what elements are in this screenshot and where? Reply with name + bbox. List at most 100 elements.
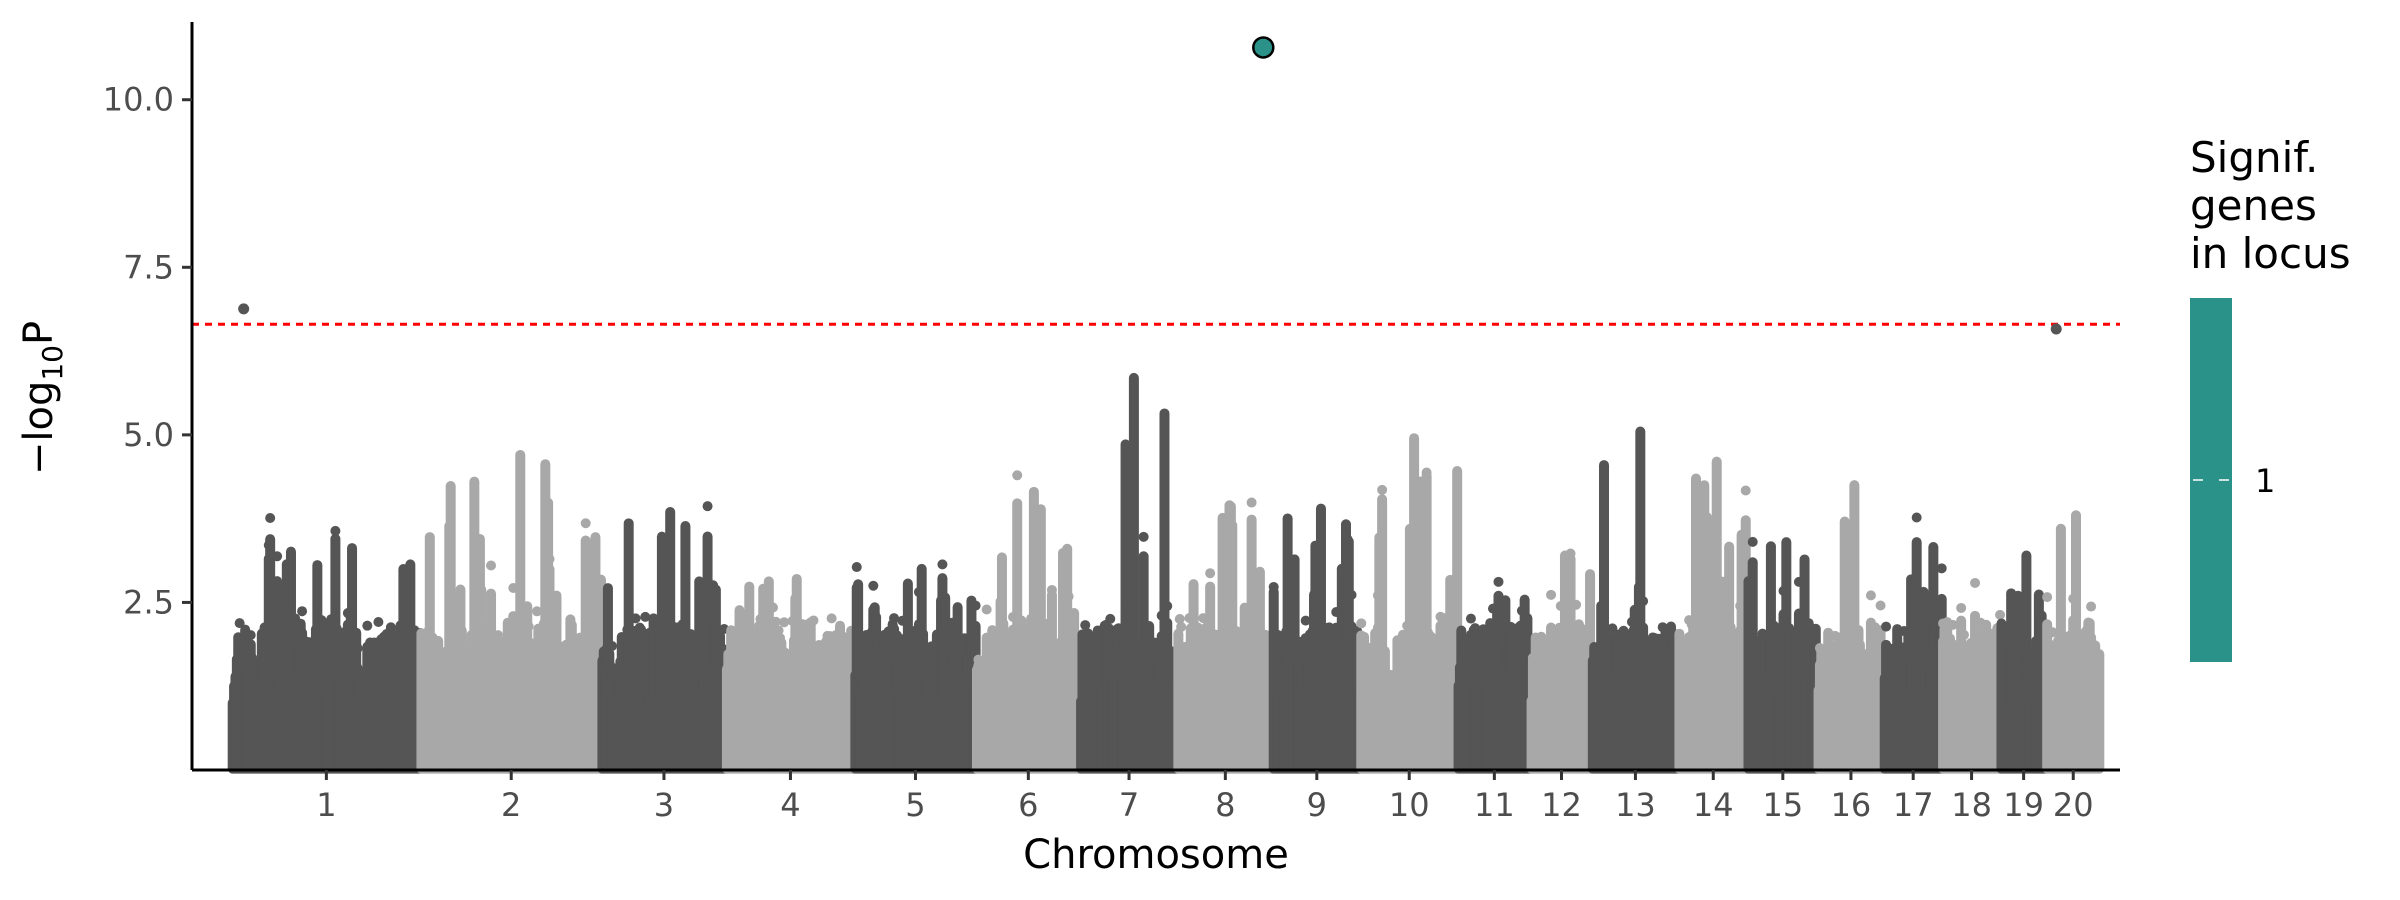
chromosome-10-points <box>1356 433 1463 774</box>
snp-point <box>1571 599 1582 610</box>
chromosome-18-points <box>1938 577 2006 774</box>
highlight-layer <box>238 36 2062 335</box>
chromosome-17-points <box>1879 512 1947 774</box>
x-tick-label-chr-11: 11 <box>1474 786 1515 824</box>
snp-point <box>1546 589 1557 600</box>
y-tick-label: 5.0 <box>123 416 174 454</box>
snp-point <box>702 501 713 512</box>
snp-point <box>1911 512 1922 523</box>
snp-point <box>607 641 618 652</box>
x-tick-label-chr-14: 14 <box>1693 786 1734 824</box>
snp-point <box>1176 621 1187 632</box>
snp-point <box>352 643 363 654</box>
snp-point <box>1162 601 1173 612</box>
snp-point <box>1421 467 1432 478</box>
snp-point <box>273 629 284 640</box>
y-tick-label: 7.5 <box>123 248 174 286</box>
x-tick-label-chr-20: 20 <box>2053 786 2094 824</box>
x-axis-ticks: 1 2 3 4 5 6 7 8 9 10 11 12 13 14 15 16 17 18 19 20 <box>316 770 2094 824</box>
points-layer <box>227 372 2105 774</box>
snp-point <box>1377 484 1388 495</box>
snp-point <box>234 618 245 629</box>
snp-point <box>1956 602 1967 613</box>
chromosome-2-points <box>416 449 607 774</box>
snp-point <box>1246 497 1257 508</box>
snp-point <box>1947 619 1958 630</box>
snp-point <box>330 525 341 536</box>
snp-point <box>1174 614 1185 625</box>
snp-point <box>1936 563 1947 574</box>
x-tick-label-chr-18: 18 <box>1951 786 1992 824</box>
legend-title-line-1: Signif. <box>2190 133 2318 182</box>
legend: Signif. genes in locus 1 <box>2190 133 2351 662</box>
snp-point <box>2086 601 2097 612</box>
snp-point <box>1493 576 1504 587</box>
snp-point <box>1638 596 1649 607</box>
snp-point <box>1740 485 1751 496</box>
snp-point <box>1063 591 1074 602</box>
snp-point <box>362 620 373 631</box>
x-tick-label-chr-17: 17 <box>1893 786 1934 824</box>
snp-point <box>826 613 837 624</box>
snp-point <box>808 615 819 626</box>
snp-point <box>1300 615 1311 626</box>
snp-point <box>851 562 862 573</box>
snp-point <box>2042 592 2053 603</box>
snp-point <box>640 611 651 622</box>
x-tick-label-chr-16: 16 <box>1831 786 1872 824</box>
snp-point <box>297 606 308 617</box>
chromosome-16-points <box>1813 480 1889 774</box>
chromosome-6-points <box>971 470 1085 774</box>
x-tick-label-chr-13: 13 <box>1615 786 1656 824</box>
snp-point <box>1757 628 1768 639</box>
snp-point <box>1565 548 1576 559</box>
x-tick-label-chr-19: 19 <box>2003 786 2044 824</box>
chromosome-7-points <box>1076 372 1182 774</box>
x-tick-label-chr-15: 15 <box>1762 786 1803 824</box>
chromosome-5-points <box>850 559 981 774</box>
significant-point <box>2050 323 2062 335</box>
snp-point <box>265 512 276 523</box>
snp-point <box>1268 581 1279 592</box>
snp-point <box>773 625 784 636</box>
snp-point <box>1046 584 1057 595</box>
snp-point <box>1080 620 1091 631</box>
snp-point <box>523 621 534 632</box>
x-tick-label-chr-9: 9 <box>1307 786 1327 824</box>
y-tick-label: 10.0 <box>103 81 174 119</box>
snp-point <box>630 613 641 624</box>
x-tick-label-chr-7: 7 <box>1119 786 1139 824</box>
snp-point <box>970 600 981 611</box>
chromosome-15-points <box>1743 536 1823 774</box>
chromosome-13-points <box>1587 426 1684 774</box>
snp-point <box>2047 627 2058 638</box>
snp-point <box>1105 613 1116 624</box>
snp-point <box>531 606 542 617</box>
y-axis-title: −log10P <box>16 321 69 475</box>
y-axis-title-subscript: 10 <box>36 345 69 381</box>
y-tick-label: 2.5 <box>123 583 174 621</box>
snp-point <box>373 616 384 627</box>
legend-value-label: 1 <box>2255 462 2275 500</box>
snp-point <box>1747 536 1758 547</box>
x-axis-title: Chromosome <box>1023 832 1289 878</box>
y-axis-ticks: 2.5 5.0 7.5 10.0 <box>103 81 192 621</box>
chromosome-4-points <box>721 573 859 774</box>
snp-point <box>580 518 591 529</box>
snp-point <box>1995 609 2006 620</box>
snp-point <box>1970 577 1981 588</box>
snp-point <box>1012 470 1023 481</box>
snp-point <box>1205 568 1216 579</box>
snp-point <box>1356 618 1367 629</box>
chromosome-8-points <box>1173 497 1278 774</box>
x-tick-label-chr-6: 6 <box>1018 786 1038 824</box>
snp-point <box>1465 613 1476 624</box>
snp-point <box>981 604 992 615</box>
legend-title-line-3: in locus <box>2190 229 2351 278</box>
chromosome-3-points <box>597 501 731 774</box>
snp-point <box>1881 621 1892 632</box>
y-axis-title-suffix: P <box>16 321 62 345</box>
snp-point <box>868 580 879 591</box>
significant-point <box>238 303 250 315</box>
